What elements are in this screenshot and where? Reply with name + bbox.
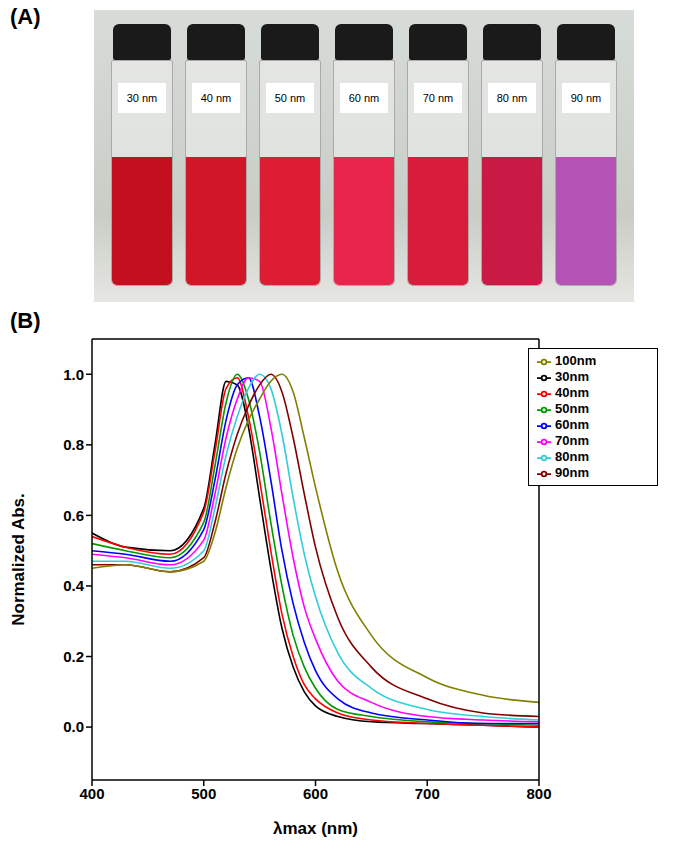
svg-text:0.4: 0.4 [63,577,85,594]
svg-text:400: 400 [79,785,104,802]
svg-text:λmax (nm): λmax (nm) [273,819,358,838]
html-text:40 nm: 40 nm [200,92,232,104]
svg-text:0.6: 0.6 [63,507,84,524]
html-text:50nm: 50nm [555,401,589,416]
svg-text:0.2: 0.2 [63,648,84,665]
html-text:60 nm: 60 nm [348,92,380,104]
svg-text:0.0: 0.0 [63,718,84,735]
svg-text:600: 600 [303,785,328,802]
svg-text:700: 700 [415,785,440,802]
svg-text:1.0: 1.0 [63,366,84,383]
svg-text:500: 500 [191,785,216,802]
html-text:70 nm: 70 nm [422,92,454,104]
svg-text:Normalized Abs.: Normalized Abs. [9,493,28,626]
html-text:(A): (A) [10,4,41,29]
html-text:80nm: 80nm [555,449,589,464]
svg-text:800: 800 [526,785,551,802]
html-text:90nm: 90nm [555,465,589,480]
html-text:30nm: 30nm [555,369,589,384]
html-text:30 nm: 30 nm [126,92,158,104]
html-text:100nm: 100nm [555,353,597,368]
svg-text:0.8: 0.8 [63,436,84,453]
html-text:50 nm: 50 nm [274,92,306,104]
html-text:40nm: 40nm [555,385,589,400]
html-text:60nm: 60nm [555,417,589,432]
html-text:(B): (B) [10,308,41,333]
html-text:80 nm: 80 nm [496,92,528,104]
html-text:70nm: 70nm [555,433,589,448]
html-text:90 nm: 90 nm [570,92,602,104]
